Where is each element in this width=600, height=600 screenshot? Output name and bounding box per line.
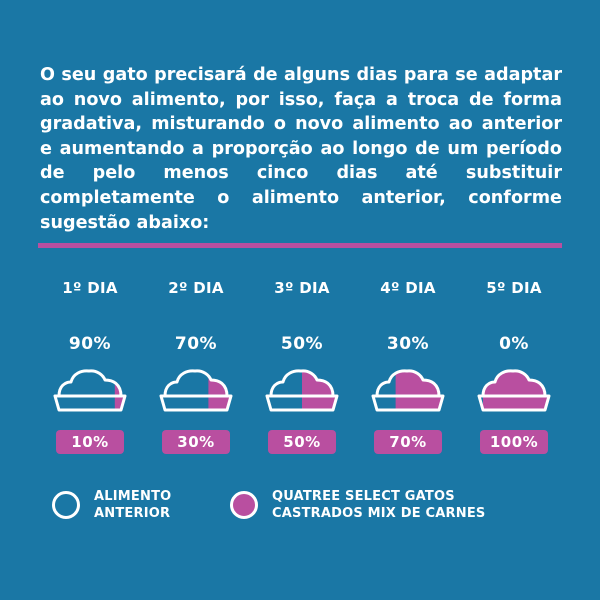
day-column: 5º DIA 0% 100% bbox=[461, 276, 567, 454]
day-label: 4º DIA bbox=[380, 279, 436, 297]
bowl-base-previous bbox=[161, 396, 209, 410]
food-mound-outline bbox=[57, 369, 123, 398]
day-label: 1º DIA bbox=[62, 279, 118, 297]
bowl-base-previous bbox=[55, 396, 115, 410]
previous-food-percent: 30% bbox=[386, 334, 430, 354]
food-mound-outline bbox=[375, 369, 441, 398]
food-bowl-icon bbox=[265, 369, 339, 412]
divider bbox=[38, 243, 562, 248]
previous-food-swatch-icon bbox=[52, 491, 80, 519]
food-bowl-icon bbox=[477, 369, 551, 412]
bowl-base-previous bbox=[373, 396, 396, 410]
bowl-base-outline bbox=[265, 394, 339, 412]
food-bowl-icon bbox=[159, 369, 233, 412]
new-food-percent-badge: 50% bbox=[268, 430, 336, 454]
new-food-percent-badge: 70% bbox=[374, 430, 442, 454]
food-mound-outline bbox=[269, 369, 335, 398]
day-column: 3º DIA 50% 50% bbox=[249, 276, 355, 454]
day-label: 5º DIA bbox=[486, 279, 542, 297]
food-mound-outline bbox=[481, 369, 547, 398]
food-mound-outline bbox=[163, 369, 229, 398]
new-food-percent-badge: 100% bbox=[480, 430, 548, 454]
day-column: 2º DIA 70% 30% bbox=[143, 276, 249, 454]
new-food-percent-badge: 10% bbox=[56, 430, 124, 454]
previous-food-percent: 90% bbox=[68, 334, 112, 354]
intro-text: O seu gato precisará de alguns dias para… bbox=[40, 65, 562, 233]
legend-item-new: QUATREE SELECT GATOS CASTRADOS MIX DE CA… bbox=[230, 488, 486, 522]
day-column: 4º DIA 30% 70% bbox=[355, 276, 461, 454]
transition-schedule: 1º DIA 90% 10% 2º DIA 70% 30% 3º DIA 50%… bbox=[37, 276, 567, 454]
legend-label-new: QUATREE SELECT GATOS CASTRADOS MIX DE CA… bbox=[272, 489, 486, 521]
bowl-base-new bbox=[208, 396, 231, 410]
previous-food-percent: 50% bbox=[280, 334, 324, 354]
bowl-base-new bbox=[114, 396, 125, 410]
bowl-base-outline bbox=[159, 394, 233, 412]
bowl-base-previous bbox=[267, 396, 302, 410]
new-food-percent-badge: 30% bbox=[162, 430, 230, 454]
previous-food-percent: 0% bbox=[499, 334, 529, 354]
day-label: 3º DIA bbox=[274, 279, 330, 297]
food-bowl-icon bbox=[371, 369, 445, 412]
day-label: 2º DIA bbox=[168, 279, 224, 297]
bowl-base-new bbox=[395, 396, 443, 410]
bowl-base-outline bbox=[477, 394, 551, 412]
bowl-base-outline bbox=[371, 394, 445, 412]
bowl-base-outline bbox=[53, 394, 127, 412]
legend-label-previous: ALIMENTO ANTERIOR bbox=[94, 489, 172, 521]
food-bowl-icon bbox=[53, 369, 127, 412]
new-food-swatch-icon bbox=[230, 491, 258, 519]
bowl-base-new bbox=[302, 396, 337, 410]
legend: ALIMENTO ANTERIOR QUATREE SELECT GATOS C… bbox=[0, 488, 600, 528]
day-column: 1º DIA 90% 10% bbox=[37, 276, 143, 454]
bowl-base-new bbox=[483, 396, 549, 410]
previous-food-percent: 70% bbox=[174, 334, 218, 354]
legend-item-previous: ALIMENTO ANTERIOR bbox=[52, 488, 171, 522]
